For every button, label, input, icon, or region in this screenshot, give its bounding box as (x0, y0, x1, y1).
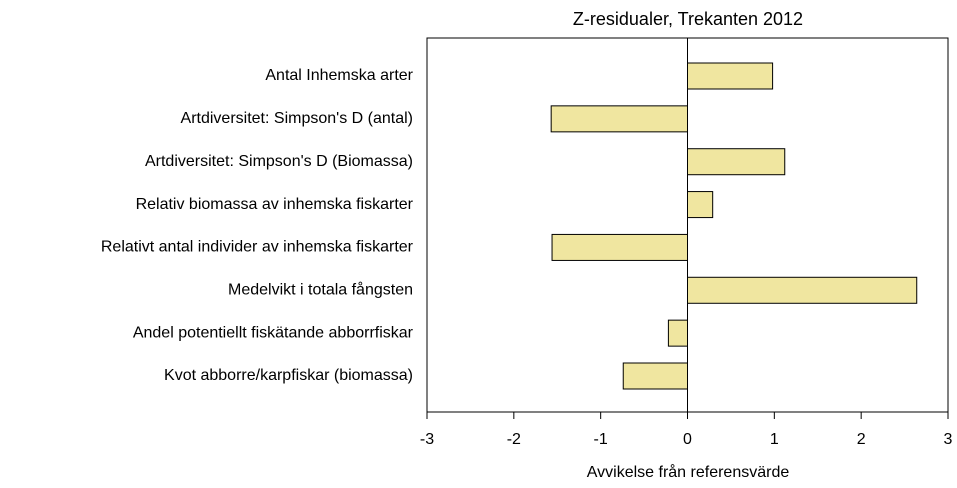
bar (622, 362, 689, 390)
x-tick-label: -1 (594, 431, 608, 448)
x-tick-label: 3 (944, 431, 953, 448)
y-tick-label: Kvot abborre/karpfiskar (biomassa) (164, 367, 413, 384)
x-tick-label: -3 (420, 431, 434, 448)
chart-title: Z-residualer, Trekanten 2012 (573, 9, 803, 29)
bar (550, 105, 689, 133)
x-tick-label: -2 (507, 431, 521, 448)
y-tick-label: Artdiversitet: Simpson's D (antal) (181, 110, 413, 127)
bar (687, 191, 714, 219)
y-tick-label: Artdiversitet: Simpson's D (Biomassa) (145, 153, 413, 170)
bar (687, 62, 774, 90)
y-tick-label: Medelvikt i totala fångsten (228, 281, 413, 299)
x-tick-label: 0 (683, 431, 692, 448)
bar (687, 276, 918, 304)
x-tick-label: 2 (857, 431, 866, 448)
y-tick-label: Relativ biomassa av inhemska fiskarter (136, 196, 414, 213)
x-tick-label: 1 (770, 431, 779, 448)
y-tick-label: Andel potentiellt fiskätande abborrfiska… (133, 324, 414, 341)
x-axis-label: Avvikelse från referensvärde (587, 463, 790, 481)
bar (687, 148, 786, 176)
y-tick-label: Antal Inhemska arter (265, 67, 413, 84)
bar (551, 233, 688, 261)
bar (667, 319, 688, 347)
y-tick-label: Relativt antal individer av inhemska fis… (101, 239, 414, 256)
